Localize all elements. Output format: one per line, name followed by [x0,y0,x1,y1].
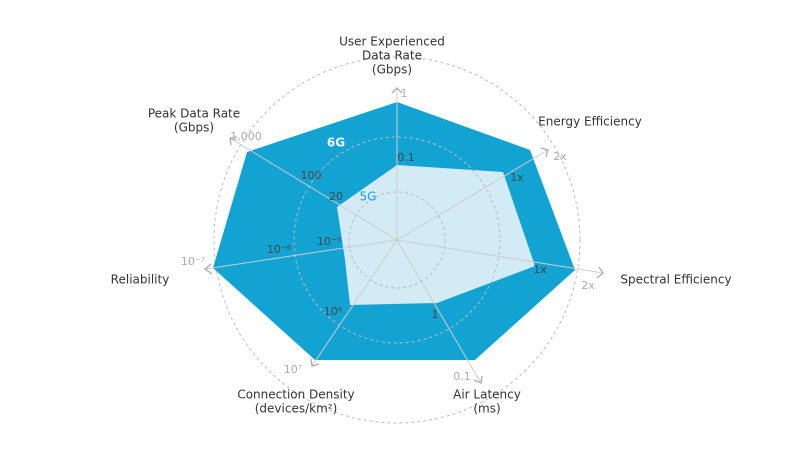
axis-label: (Gbps) [372,63,412,77]
axis-arrow [540,147,549,158]
series-label: 5G [360,190,377,204]
tick-label: 10⁻⁶ [267,243,292,256]
axis-label: User Experienced [339,35,445,49]
axis-label: Data Rate [362,49,422,63]
tick-label: 2x [581,279,595,292]
tick-label: 0.1 [453,370,471,383]
tick-label: 10⁻⁵ [317,235,341,248]
tick-label: 1x [533,263,547,276]
guide-circle [213,56,581,424]
axis-arrow [391,87,403,94]
axis-label: Peak Data Rate [148,107,240,121]
axis-label: Air Latency [453,388,521,402]
axis-label: (devices/km²) [255,402,338,416]
series-5g-area [337,165,535,305]
tick-label: 2x [553,150,567,163]
axis-arrow [596,266,604,279]
tick-label: 100 [301,169,322,182]
guide-circle [348,191,446,289]
axis-label: (ms) [473,402,500,416]
tick-label: 1 [401,87,408,100]
axis-line [396,149,549,241]
tick-label: 10⁷ [284,363,302,376]
axis-line [204,239,398,270]
tick-label: 1,000 [230,130,262,143]
tick-label: 0.1 [397,151,415,164]
axis-line [396,239,604,274]
axis-arrow [203,263,213,275]
tick-label: 10⁻⁷ [181,255,205,268]
axis-line [229,137,398,241]
axis-label: Energy Efficiency [538,115,642,129]
axis-label: Spectral Efficiency [620,273,731,287]
axes [203,87,604,384]
axis-label: Reliability [111,273,170,287]
axis-arrow [310,358,320,367]
tick-label: 10⁶ [324,305,343,318]
axis-line [396,239,482,384]
axis-label: (Gbps) [174,121,214,135]
tick-label: 1x [510,171,524,184]
axis-arrow [473,375,483,384]
guide-circle [293,136,501,344]
series-label: 6G [327,136,345,150]
axis-arrow [229,136,238,146]
tick-label: 20 [329,190,343,203]
axis-label: Connection Density [237,388,354,402]
tick-label: 1 [432,308,439,321]
axis-line [311,239,398,367]
